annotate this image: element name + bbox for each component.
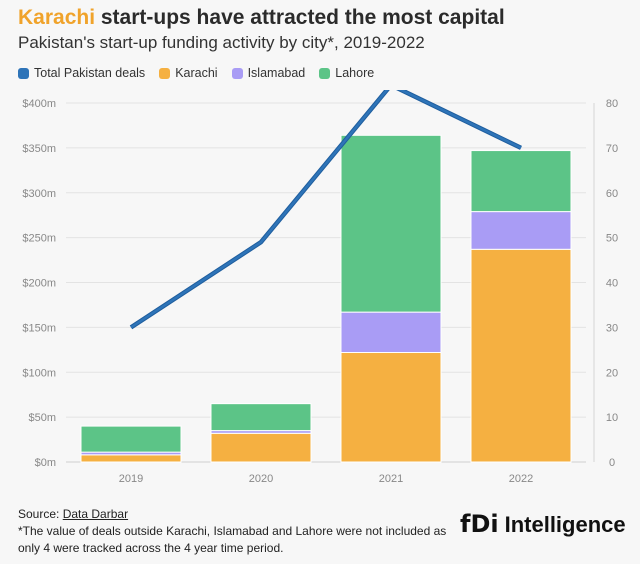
- y-left-tick-label: $200m: [22, 278, 56, 290]
- chart-plot: $0m $50m $100m $150m $200m $250m $300m $350m $40…: [22, 90, 618, 485]
- y-right-tick-label: 50: [606, 233, 618, 245]
- bar-lahore-2022: [470, 150, 572, 213]
- legend-item-lahore: Lahore: [319, 66, 374, 80]
- chart-title: Karachi start-ups have attracted the mos…: [18, 6, 505, 30]
- y-right-tick-label: 0: [609, 457, 615, 469]
- bar-karachi-2020: [210, 432, 312, 463]
- y-right-tick-label: 20: [606, 367, 618, 379]
- y-right-tick-label: 60: [606, 188, 618, 200]
- bar-islamabad-2021: [340, 311, 442, 354]
- title-highlight: Karachi: [18, 6, 96, 29]
- bar-karachi-2021: [340, 352, 442, 463]
- source-line: Source: Data Darbar: [18, 506, 446, 523]
- footnote-line-2: only 4 were tracked across the 4 year ti…: [18, 541, 284, 555]
- bar-karachi-2019: [80, 454, 182, 463]
- logo-intelligence: Intelligence: [504, 512, 626, 537]
- footnote-line-1: *The value of deals outside Karachi, Isl…: [18, 524, 447, 538]
- x-tick-label: 2022: [509, 473, 533, 485]
- legend: Total Pakistan deals Karachi Islamabad L…: [18, 66, 374, 80]
- y-left-tick-label: $0m: [35, 457, 56, 469]
- y-right-tick-label: 40: [606, 278, 618, 290]
- bar-lahore-2019: [80, 425, 182, 453]
- fdi-intelligence-logo: fDi Intelligence: [460, 510, 626, 538]
- y-right-tick-label: 80: [606, 98, 618, 110]
- y-left-tick-label: $50m: [28, 412, 56, 424]
- source-prefix: Source:: [18, 507, 63, 521]
- y-left-tick-label: $150m: [22, 322, 56, 334]
- x-tick-label: 2021: [379, 473, 403, 485]
- footer: Source: Data Darbar *The value of deals …: [18, 506, 446, 557]
- legend-swatch-total: [18, 67, 29, 79]
- bar-karachi-2022: [470, 248, 572, 463]
- line-total-deals-outline: [129, 90, 522, 330]
- logo-fdi: fDi: [460, 510, 499, 538]
- line-total-deals: [130, 90, 522, 329]
- legend-item-karachi: Karachi: [159, 66, 218, 80]
- bar-lahore-2021: [340, 134, 442, 313]
- title-rest: start-ups have attracted the most capita…: [95, 6, 505, 29]
- y-left-tick-label: $250m: [22, 233, 56, 245]
- legend-swatch-islamabad: [231, 67, 243, 79]
- legend-label-lahore: Lahore: [335, 66, 375, 80]
- y-right-tick-label: 10: [606, 412, 618, 424]
- y-left-tick-label: $100m: [22, 367, 56, 379]
- legend-label-total: Total Pakistan deals: [34, 66, 146, 80]
- legend-swatch-lahore: [319, 67, 331, 79]
- bar-lahore-2020: [210, 403, 312, 432]
- legend-label-karachi: Karachi: [175, 66, 218, 80]
- y-right-tick-label: 30: [606, 322, 618, 334]
- x-tick-label: 2019: [119, 473, 143, 485]
- y-left-tick-label: $400m: [22, 98, 56, 110]
- bar-islamabad-2022: [470, 211, 572, 250]
- y-right-tick-label: 70: [606, 143, 618, 155]
- x-tick-label: 2020: [249, 473, 273, 485]
- chart-subtitle: Pakistan's start-up funding activity by …: [18, 33, 425, 52]
- legend-item-islamabad: Islamabad: [231, 66, 306, 80]
- legend-label-islamabad: Islamabad: [247, 66, 306, 80]
- legend-item-total: Total Pakistan deals: [18, 66, 145, 80]
- legend-swatch-karachi: [159, 67, 171, 79]
- y-left-tick-label: $300m: [22, 188, 56, 200]
- source-link[interactable]: Data Darbar: [62, 507, 129, 521]
- y-left-tick-label: $350m: [22, 143, 56, 155]
